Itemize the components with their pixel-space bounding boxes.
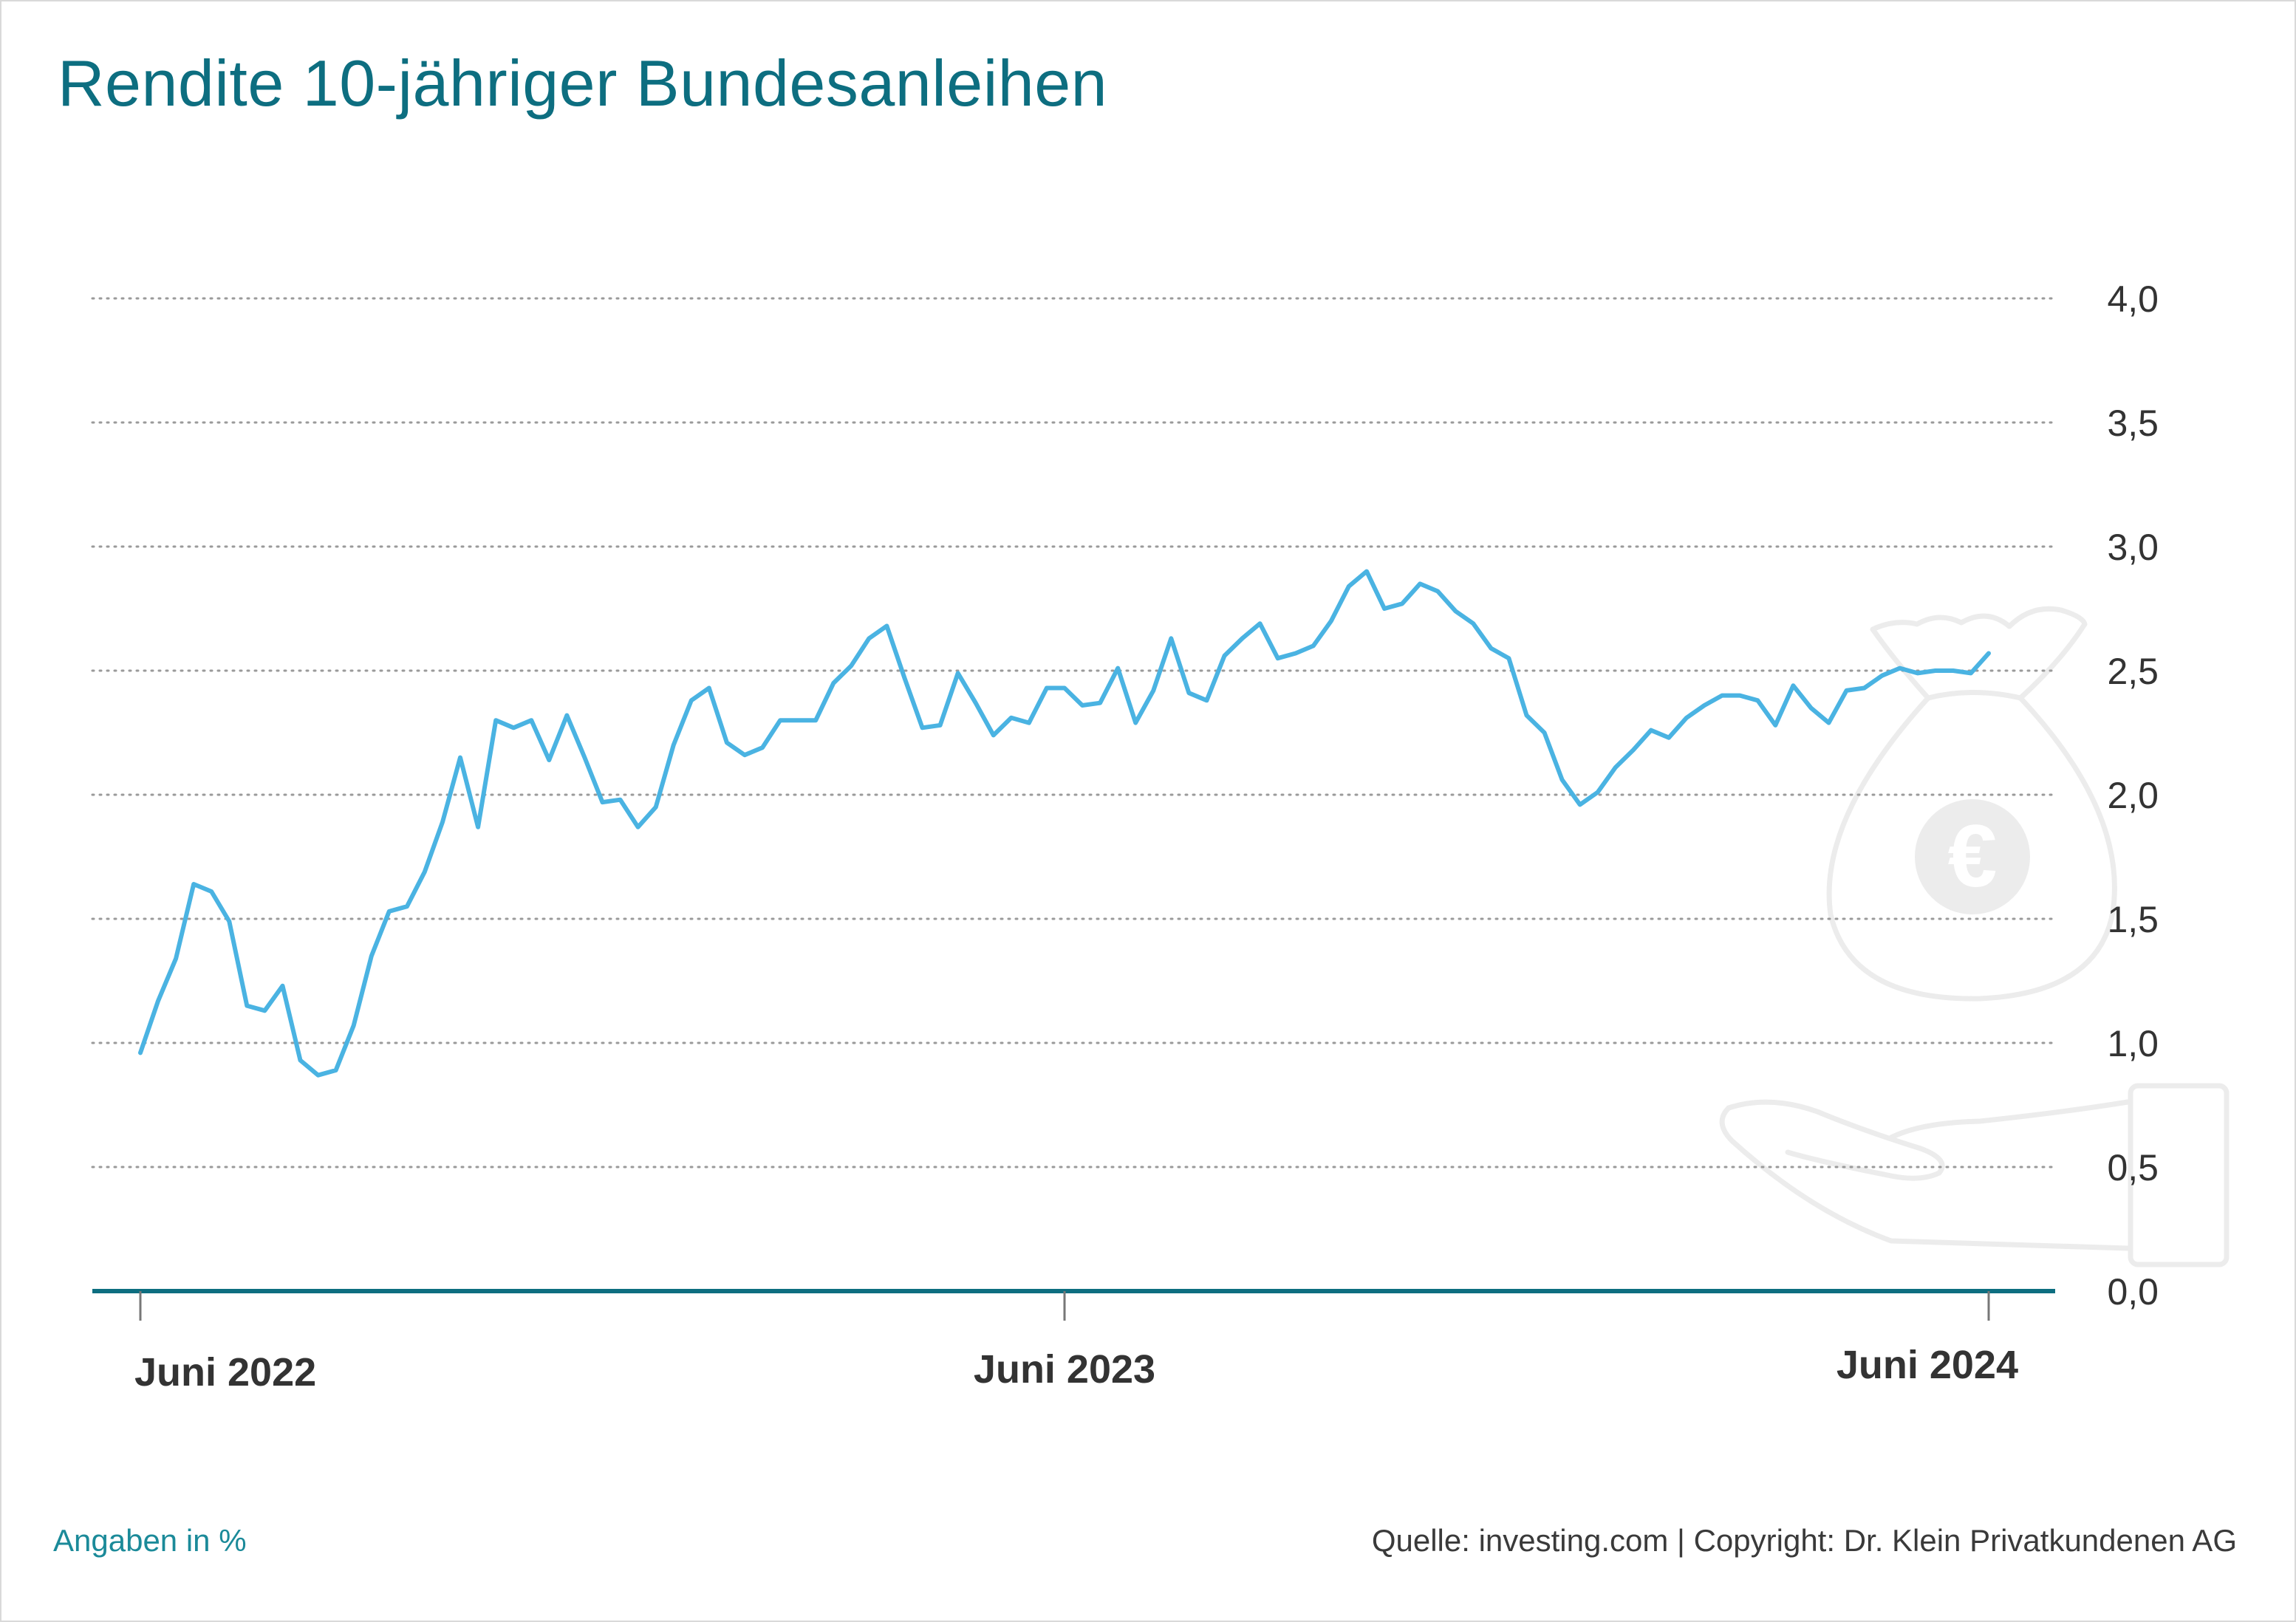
- unit-note: Angaben in %: [53, 1523, 247, 1558]
- y-tick-label: 1,0: [2107, 1023, 2159, 1064]
- series-group: [140, 572, 1989, 1075]
- y-gridlines: [92, 298, 2055, 1167]
- y-tick-label: 0,0: [2107, 1271, 2159, 1313]
- x-tick-label: Juni 2024: [1837, 1343, 2018, 1387]
- y-tick-label: 2,0: [2107, 775, 2159, 816]
- x-tick-label: Juni 2022: [134, 1350, 316, 1395]
- line-chart: € 0,00,51,01,52,02,53,03,54,0 Juni 2022 J…: [0, 0, 2296, 1622]
- y-tick-label: 0,5: [2107, 1147, 2159, 1188]
- source-credit: Quelle: investing.com | Copyright: Dr. K…: [1372, 1523, 2237, 1558]
- x-axis: Juni 2022 Juni 2023 Juni 2024: [92, 1291, 2055, 1395]
- x-tick-label: Juni 2023: [974, 1347, 1155, 1392]
- y-tick-label: 2,5: [2107, 651, 2159, 692]
- svg-text:€: €: [1948, 807, 1998, 906]
- y-tick-label: 3,5: [2107, 403, 2159, 444]
- y-tick-label: 4,0: [2107, 278, 2159, 320]
- y-tick-label: 1,5: [2107, 899, 2159, 940]
- y-axis-ticks: 0,0 0,5 1,0 1,5 2,0 2,5 3,0 3,5 4,0: [2107, 278, 2159, 1313]
- euro-icon: €: [1915, 799, 2030, 914]
- series-line: [140, 572, 1989, 1075]
- y-tick-label: 3,0: [2107, 527, 2159, 568]
